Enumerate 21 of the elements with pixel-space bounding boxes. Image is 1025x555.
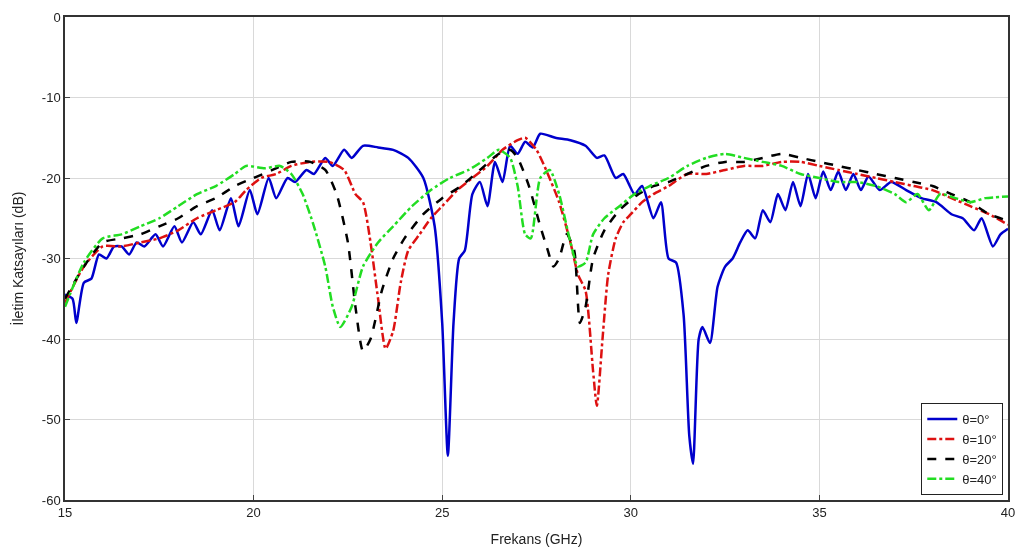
y-tick-label: -10 xyxy=(41,90,61,106)
legend-label: θ=10° xyxy=(962,432,997,448)
y-tick-label: -20 xyxy=(41,170,61,186)
y-tick-label: -40 xyxy=(41,331,61,347)
x-tick-label: 40 xyxy=(1000,505,1016,521)
x-tick-label: 25 xyxy=(434,505,450,521)
x-tick-label: 35 xyxy=(812,505,827,521)
x-tick-label: 20 xyxy=(246,505,261,521)
y-tick-label: -30 xyxy=(41,251,61,267)
legend-label: θ=40° xyxy=(962,471,997,487)
legend-label: θ=0° xyxy=(962,412,990,428)
line-series xyxy=(65,132,1008,466)
x-tick-label: 30 xyxy=(623,505,639,521)
y-tick-label: -60 xyxy=(41,492,61,508)
x-tick-label: 15 xyxy=(57,505,73,521)
y-axis-title: İletim Katsayıları (dB) xyxy=(8,191,26,326)
y-tick-label: -50 xyxy=(41,412,61,428)
line-series xyxy=(65,136,1008,408)
legend-label: θ=20° xyxy=(962,451,997,467)
x-axis-title: Frekans (GHz) xyxy=(490,531,583,548)
y-tick-label: 0 xyxy=(53,9,61,25)
